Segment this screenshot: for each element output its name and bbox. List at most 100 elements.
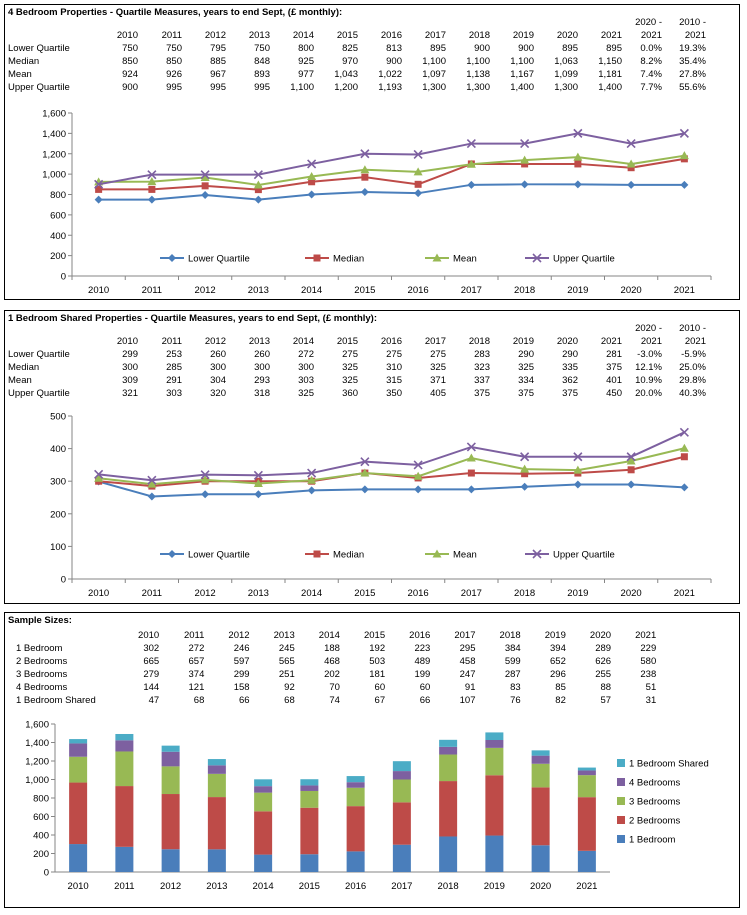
bar-segment [577, 770, 596, 776]
legend-label: 4 Bedrooms [629, 778, 680, 789]
data-point [627, 180, 636, 189]
value-cell: 302 [143, 643, 160, 654]
value-cell: 85 [555, 682, 566, 693]
change-cell: -5.9% [681, 349, 706, 360]
year-header: 2015 [336, 336, 358, 347]
data-point [360, 468, 370, 477]
bar-segment [439, 746, 458, 755]
header-cell [578, 322, 622, 335]
legend: Lower Quartile Median Mean Upper Quartile [160, 549, 615, 561]
series-line [98, 447, 685, 486]
x-tick-label: 2010 [68, 881, 89, 892]
four-bedroom-panel: 4 Bedroom Properties - Quartile Measures… [4, 4, 740, 300]
data-point [94, 469, 104, 479]
header-cell [446, 322, 490, 335]
value-cell: 260 [210, 349, 226, 360]
change-cell: 25.0% [679, 362, 706, 373]
y-tick-label: 500 [50, 412, 66, 423]
value-cell: 88 [600, 682, 612, 693]
bar-segment [207, 797, 226, 850]
value-cell: 825 [342, 43, 358, 54]
bar-segment [300, 779, 319, 786]
data-point [201, 490, 210, 499]
bar-segment [439, 739, 458, 747]
legend-marker [313, 550, 321, 558]
value-cell: 320 [210, 388, 226, 399]
value-cell: 926 [166, 69, 182, 80]
year-header: 2013 [248, 336, 270, 347]
axes: 0 200 400 600 800 1,000 1,200 1,400 1,600 2010 201… [42, 109, 712, 296]
legend-label: 1 Bedroom [629, 835, 676, 846]
bar-segment [207, 759, 226, 766]
row-label: 4 Bedrooms [16, 682, 68, 693]
value-cell: 900 [474, 43, 490, 54]
x-tick-label: 2018 [514, 588, 535, 599]
legend: 1 Bedroom Shared 4 Bedrooms 3 Bedrooms 2 Be… [617, 759, 709, 846]
value-cell: 375 [606, 362, 622, 373]
row-label: 2 Bedrooms [16, 656, 68, 667]
x-tick-label: 2013 [248, 588, 269, 599]
value-cell: 657 [188, 656, 205, 667]
change-cell: 55.6% [679, 82, 706, 93]
bar-segment [207, 849, 226, 872]
value-cell: 350 [386, 388, 402, 399]
value-cell: 895 [430, 43, 446, 54]
change-header: 2021 [684, 30, 706, 41]
series-line [98, 431, 685, 482]
legend-marker [532, 253, 542, 263]
x-tick-label: 2021 [576, 881, 597, 892]
value-cell: 401 [606, 375, 622, 386]
legend-item: Median [305, 254, 364, 265]
header-cell [182, 322, 226, 335]
data-point [201, 191, 210, 200]
bar-segment [161, 794, 180, 850]
year-header: 2021 [600, 30, 622, 41]
data-point [94, 473, 104, 482]
value-cell: 900 [122, 82, 138, 93]
table-row: Mean 924 926 967 893 977 1,043 1,022 1,097 1,138 1… [8, 68, 706, 81]
data-point [520, 138, 530, 149]
data-point [521, 160, 529, 168]
bar-segment [161, 751, 180, 767]
year-header: 2012 [204, 30, 226, 41]
value-cell: 303 [298, 375, 314, 386]
y-tick-label: 1,000 [42, 170, 66, 181]
y-tick-label: 0 [61, 272, 66, 283]
data-point [520, 452, 530, 462]
x-tick-label: 2019 [567, 285, 588, 296]
legend-label: Median [333, 550, 364, 561]
value-cell: 318 [254, 388, 270, 399]
change-cell: 29.8% [679, 375, 706, 386]
data-point [360, 165, 370, 174]
year-header: 2020 [589, 630, 612, 641]
change-cell: 19.3% [679, 43, 706, 54]
value-cell: 750 [122, 43, 138, 54]
value-cell: 246 [233, 643, 250, 654]
value-cell: 70 [329, 682, 340, 693]
bar-segment [485, 747, 504, 776]
value-cell: 296 [550, 669, 566, 680]
data-point [307, 486, 316, 495]
year-header: 2012 [204, 336, 226, 347]
y-tick-label: 600 [50, 210, 66, 221]
y-tick-label: 300 [50, 477, 66, 488]
year-header: 2015 [363, 630, 386, 641]
y-tick-label: 1,600 [42, 109, 66, 120]
value-cell: 315 [386, 375, 402, 386]
value-cell: 272 [188, 643, 205, 654]
year-header: 2011 [161, 30, 182, 41]
header-cell [138, 16, 182, 29]
value-cell: 66 [419, 695, 431, 706]
value-cell: 665 [143, 656, 160, 667]
year-header: 2014 [292, 30, 314, 41]
data-point [413, 167, 423, 176]
header-cell [490, 322, 534, 335]
legend-item: Upper Quartile [525, 253, 615, 265]
year-header-row: 2010 2011 2012 2013 2014 2015 2016 2017 2018 2019… [8, 29, 706, 42]
y-tick-label: 0 [61, 575, 66, 586]
data-point [307, 468, 317, 478]
data-point [253, 180, 263, 189]
value-cell: 1,100 [290, 82, 314, 93]
row-label: Upper Quartile [8, 388, 70, 399]
panel-title: 4 Bedroom Properties - Quartile Measures… [8, 7, 343, 18]
